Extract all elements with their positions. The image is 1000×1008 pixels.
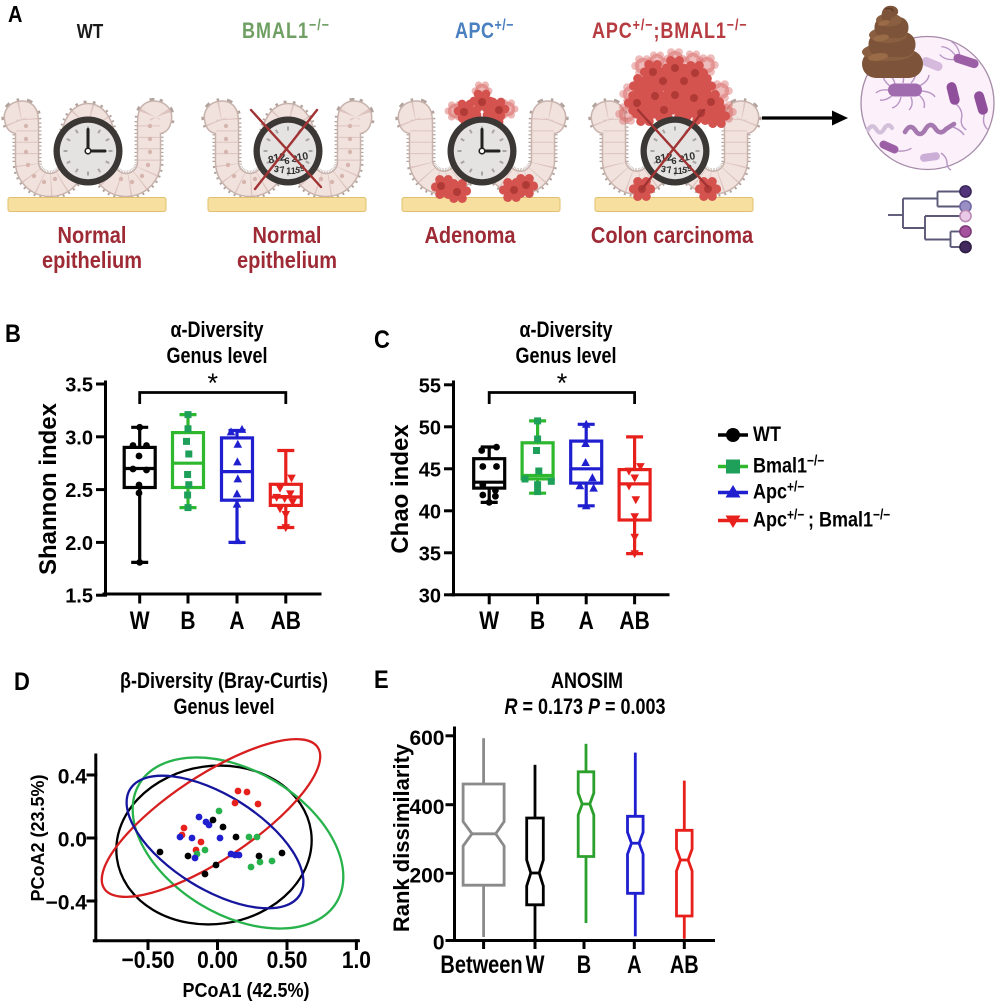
svg-text:−0.4: −0.4 bbox=[46, 892, 88, 915]
svg-text:2.5: 2.5 bbox=[65, 480, 93, 502]
svg-text:epithelium: epithelium bbox=[237, 247, 337, 274]
svg-text:B: B bbox=[530, 606, 545, 634]
svg-text:AB: AB bbox=[271, 606, 301, 634]
svg-text:D: D bbox=[14, 669, 30, 697]
svg-text:Colon carcinoma: Colon carcinoma bbox=[591, 222, 754, 249]
svg-text:epithelium: epithelium bbox=[42, 247, 142, 274]
svg-text:Between: Between bbox=[440, 951, 522, 979]
svg-text:W: W bbox=[526, 951, 545, 979]
svg-text:R = 0.173 P = 0.003: R = 0.173 P = 0.003 bbox=[504, 695, 665, 719]
svg-text:W: W bbox=[130, 606, 150, 634]
svg-text:α-Diversity: α-Diversity bbox=[519, 318, 613, 342]
svg-text:B: B bbox=[577, 951, 591, 979]
svg-text:2.0: 2.0 bbox=[65, 533, 93, 555]
svg-text:Shannon index: Shannon index bbox=[35, 402, 62, 575]
svg-text:3.5: 3.5 bbox=[65, 375, 93, 397]
svg-text:0.0: 0.0 bbox=[58, 829, 87, 852]
svg-text:C: C bbox=[374, 327, 390, 355]
svg-text:PCoA1 (42.5%): PCoA1 (42.5%) bbox=[183, 979, 310, 1002]
svg-text:E: E bbox=[374, 667, 389, 695]
svg-text:0.4: 0.4 bbox=[58, 766, 88, 789]
svg-text:Genus level: Genus level bbox=[167, 344, 268, 368]
svg-text:Rank dissimilarity: Rank dissimilarity bbox=[389, 743, 414, 932]
svg-text:45: 45 bbox=[419, 459, 441, 481]
svg-text:Normal: Normal bbox=[58, 222, 127, 249]
svg-text:Apc+/− ; Bmal1−/−: Apc+/− ; Bmal1−/− bbox=[753, 506, 891, 532]
svg-text:PCoA2 (23.5%): PCoA2 (23.5%) bbox=[28, 774, 48, 901]
svg-text:A: A bbox=[8, 1, 22, 28]
svg-text:APC+/−;BMAL1−/−: APC+/−;BMAL1−/− bbox=[592, 16, 748, 44]
svg-text:β-Diversity (Bray-Curtis): β-Diversity (Bray-Curtis) bbox=[120, 669, 328, 693]
svg-text:35: 35 bbox=[419, 543, 441, 565]
svg-text:AB: AB bbox=[619, 606, 649, 634]
svg-text:AB: AB bbox=[670, 951, 699, 979]
svg-text:Genus level: Genus level bbox=[516, 344, 617, 368]
svg-text:3.0: 3.0 bbox=[65, 427, 93, 449]
svg-text:B: B bbox=[180, 606, 195, 634]
svg-text:0.00: 0.00 bbox=[197, 947, 238, 974]
svg-text:1.5: 1.5 bbox=[65, 586, 93, 608]
svg-text:α-Diversity: α-Diversity bbox=[170, 318, 264, 342]
svg-text:30: 30 bbox=[419, 585, 441, 607]
svg-text:0.50: 0.50 bbox=[267, 947, 308, 974]
svg-text:400: 400 bbox=[409, 796, 444, 819]
svg-text:WT: WT bbox=[753, 423, 781, 447]
svg-text:−0.50: −0.50 bbox=[121, 947, 174, 974]
svg-text:Chao index: Chao index bbox=[387, 424, 414, 554]
svg-text:50: 50 bbox=[419, 417, 441, 439]
svg-text:Normal: Normal bbox=[253, 222, 322, 249]
svg-text:APC+/−: APC+/− bbox=[455, 16, 514, 44]
svg-text:A: A bbox=[627, 951, 641, 979]
svg-text:Genus level: Genus level bbox=[174, 695, 275, 719]
svg-text:*: * bbox=[207, 368, 218, 398]
svg-text:600: 600 bbox=[409, 727, 444, 750]
svg-text:WT: WT bbox=[77, 21, 104, 44]
svg-text:A: A bbox=[229, 606, 244, 634]
svg-text:1.0: 1.0 bbox=[342, 947, 371, 974]
svg-text:*: * bbox=[557, 368, 568, 398]
svg-text:Adenoma: Adenoma bbox=[424, 222, 516, 249]
svg-text:200: 200 bbox=[409, 865, 444, 888]
svg-text:B: B bbox=[5, 321, 21, 349]
svg-text:ANOSIM: ANOSIM bbox=[551, 669, 623, 693]
svg-text:40: 40 bbox=[419, 501, 441, 523]
svg-text:W: W bbox=[479, 606, 499, 634]
svg-text:55: 55 bbox=[419, 375, 441, 397]
svg-text:A: A bbox=[579, 606, 594, 634]
svg-text:0: 0 bbox=[433, 932, 445, 955]
